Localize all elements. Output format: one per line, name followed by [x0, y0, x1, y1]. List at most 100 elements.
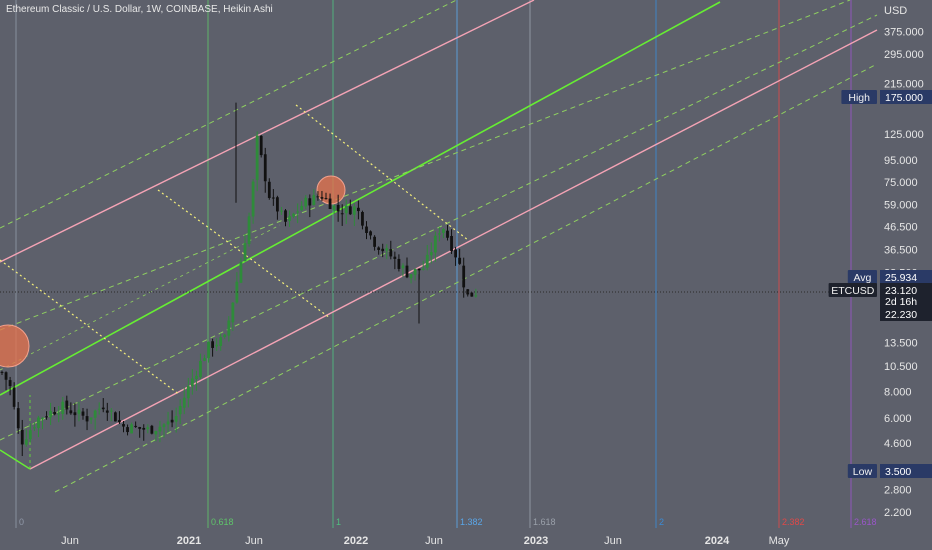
- candle-body: [304, 197, 308, 207]
- candle-body: [146, 427, 150, 430]
- candle-body: [292, 213, 295, 217]
- candle-body: [401, 265, 405, 269]
- fib-zone-label: 1: [336, 517, 341, 527]
- candle-body: [16, 408, 20, 429]
- candle-body: [33, 427, 36, 429]
- price-tick-label: 10.500: [884, 361, 918, 373]
- avg-marker-value-box: [880, 270, 932, 284]
- candle-body: [8, 380, 12, 387]
- candle-body: [126, 427, 129, 433]
- channel-dashed-line: [0, 14, 878, 441]
- candle-body: [377, 247, 381, 250]
- last-price-marker-label-box: [828, 283, 877, 297]
- candle-body: [235, 281, 239, 303]
- candle-body: [105, 410, 109, 413]
- candle-body: [259, 135, 263, 156]
- candle-body: [215, 344, 219, 347]
- candle-body: [255, 135, 259, 180]
- candle-body: [227, 320, 231, 336]
- fib-zone-label: 2.382: [782, 517, 805, 527]
- candle-body: [45, 416, 48, 418]
- channel-upper-line: [0, 0, 535, 263]
- prev-close-marker-value: 22.230: [885, 309, 917, 321]
- channel-lower-line: [29, 29, 878, 470]
- highlight-circle: [0, 324, 30, 368]
- candle-body: [332, 205, 336, 211]
- time-tick-label: 2021: [177, 535, 201, 547]
- channel-dashed-line: [0, 0, 458, 229]
- price-tick-label: 75.000: [884, 177, 918, 189]
- candle-body: [446, 230, 449, 238]
- candle-body: [114, 412, 117, 422]
- candle-body: [316, 196, 320, 198]
- candle-body: [138, 427, 142, 429]
- candle-body: [69, 410, 73, 414]
- time-tick-label: May: [769, 535, 790, 547]
- candle-body: [348, 206, 352, 215]
- candle-body: [142, 427, 146, 430]
- prev-close-marker-value-box: [880, 307, 932, 321]
- candle-body: [199, 360, 202, 378]
- candle-body: [385, 248, 389, 251]
- candle-body: [433, 235, 437, 253]
- candle-body: [223, 334, 227, 337]
- candle-body: [458, 257, 462, 264]
- candle-body: [296, 211, 300, 213]
- dotted-parallel-line: [157, 189, 331, 319]
- candle-body: [243, 243, 247, 262]
- candle-body: [284, 210, 287, 222]
- high-marker-label: High: [848, 92, 870, 104]
- price-tick-label: 375.000: [884, 26, 924, 38]
- candle-body: [300, 205, 304, 211]
- candle-body: [24, 439, 28, 445]
- price-tick-label: 59.000: [884, 199, 918, 211]
- candle-body: [312, 195, 316, 206]
- countdown-text: 2d 16h: [885, 296, 917, 308]
- candle-body: [49, 410, 52, 418]
- high-marker-label-box: [841, 90, 877, 104]
- candles: [0, 102, 478, 457]
- channel-dashed-line: [54, 63, 878, 493]
- candle-body: [357, 207, 360, 212]
- candle-body: [276, 197, 279, 212]
- candle-body: [20, 429, 24, 445]
- candle-body: [174, 416, 178, 422]
- avg-marker-label: Avg: [853, 272, 871, 284]
- candle-body: [288, 216, 291, 221]
- candle-body: [190, 378, 194, 387]
- price-tick-label: 2.800: [884, 484, 912, 496]
- channel-dashed-line: [0, 0, 851, 331]
- high-marker-value-box: [880, 90, 932, 104]
- time-tick-label: 2024: [705, 535, 730, 547]
- fib-zone-label: 0: [19, 517, 24, 527]
- fib-zone-label: 2: [659, 517, 664, 527]
- candle-body: [207, 341, 210, 359]
- price-tick-label: 46.500: [884, 222, 918, 234]
- price-tick-label: 295.000: [884, 49, 924, 61]
- candle-body: [65, 400, 69, 410]
- avg-marker-value: 25.934: [885, 272, 917, 284]
- candle-body: [118, 420, 121, 423]
- candle-body: [397, 258, 401, 269]
- candle-body: [373, 236, 376, 247]
- candle-body: [203, 358, 206, 361]
- low-marker-label-box: [847, 464, 877, 478]
- candle-body: [211, 341, 214, 348]
- price-tick-label: 2.200: [884, 507, 912, 519]
- time-tick-label: 2023: [524, 535, 548, 547]
- candle-body: [101, 407, 105, 410]
- candle-body: [438, 233, 441, 235]
- candle-body: [89, 417, 93, 420]
- candle-body: [405, 265, 409, 278]
- candle-body: [93, 410, 97, 418]
- candle-body: [429, 252, 433, 256]
- candle-body: [195, 375, 198, 379]
- candle-body: [109, 410, 113, 412]
- candle-body: [162, 424, 166, 428]
- candle-body: [336, 204, 340, 212]
- pitchfork-handle-line: [0, 449, 31, 470]
- price-tick-label: 125.000: [884, 129, 924, 141]
- fib-zone-label: 1.618: [533, 517, 556, 527]
